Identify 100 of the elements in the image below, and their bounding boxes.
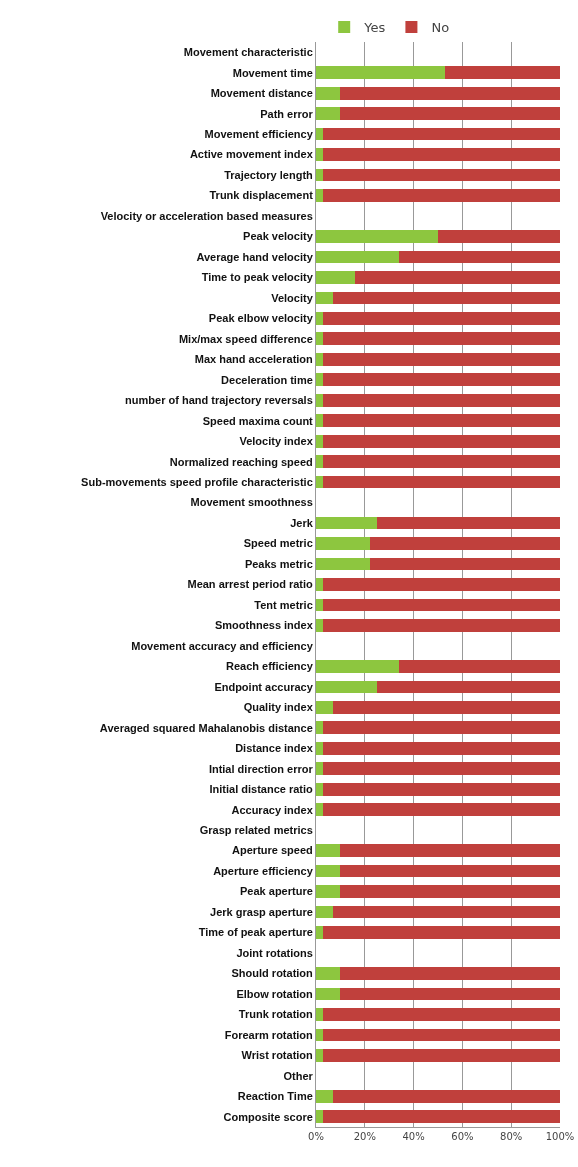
- legend-label: No: [431, 20, 450, 36]
- bar: [316, 393, 324, 407]
- bar: [316, 189, 324, 202]
- bar: [323, 352, 560, 366]
- bar: [316, 967, 341, 980]
- bar: [316, 1089, 334, 1103]
- y-tick-label: Grasp related metrics: [199, 824, 313, 837]
- y-tick-label: Time to peak velocity: [201, 271, 314, 284]
- bar: [323, 598, 560, 612]
- y-tick-label: Time of peak aperture: [198, 926, 313, 939]
- bar: [316, 127, 324, 141]
- y-tick-label: Speed maxima count: [202, 414, 314, 427]
- bar: [377, 680, 560, 694]
- y-tick-label: Trunk rotation: [238, 1008, 314, 1021]
- bar: [316, 148, 324, 161]
- bar: [323, 168, 560, 182]
- y-tick-label: Distance index: [235, 742, 314, 755]
- bar: [316, 762, 324, 776]
- y-tick-label: Movement distance: [210, 87, 313, 100]
- bar: [316, 250, 399, 264]
- bar: [316, 475, 324, 489]
- bar: [316, 987, 341, 1001]
- y-tick-label: Composite score: [223, 1110, 313, 1123]
- bar: [323, 1008, 560, 1021]
- y-tick-label: Quality index: [243, 701, 314, 714]
- y-tick-label: Average hand velocity: [196, 250, 314, 263]
- bar: [316, 660, 399, 673]
- y-tick-label: Deceleration time: [221, 373, 313, 386]
- y-tick-label: Velocity index: [239, 435, 314, 448]
- bar: [323, 414, 560, 428]
- bar: [316, 516, 377, 530]
- y-tick-label: Endpoint accuracy: [214, 680, 314, 693]
- x-tick-label: 0%: [308, 1131, 324, 1142]
- bar: [323, 926, 560, 939]
- bar: [333, 1089, 560, 1103]
- y-tick-label: Movement time: [232, 66, 313, 79]
- x-tick-label: 60%: [451, 1131, 474, 1142]
- bar: [316, 803, 324, 817]
- bar: [323, 1028, 560, 1042]
- bar: [323, 1049, 560, 1062]
- x-tick-label: 40%: [402, 1131, 425, 1142]
- bar: [333, 700, 560, 714]
- bar: [316, 434, 324, 448]
- y-tick-label: Peaks metric: [244, 557, 313, 570]
- y-tick-label: Max hand acceleration: [194, 353, 314, 366]
- y-tick-label: Smoothness index: [215, 619, 314, 632]
- y-tick-label: Peak velocity: [243, 230, 314, 243]
- bar: [316, 352, 324, 366]
- bar: [316, 700, 334, 714]
- bar: [316, 373, 324, 387]
- y-tick-label: Intial direction error: [208, 762, 314, 775]
- y-tick-label: Initial distance ratio: [209, 783, 314, 796]
- bar: [369, 557, 560, 571]
- bar: [316, 905, 334, 919]
- legend-label: Yes: [363, 20, 386, 36]
- bar: [316, 782, 324, 796]
- bar: [323, 619, 560, 632]
- y-tick-label: Tent metric: [254, 598, 313, 611]
- x-tick-label: 20%: [353, 1131, 376, 1142]
- bar: [340, 107, 560, 120]
- bar: [316, 1028, 324, 1042]
- bar: [323, 741, 560, 755]
- bar: [316, 864, 341, 878]
- bar: [316, 414, 324, 428]
- y-tick-label: Movement accuracy and efficiency: [131, 639, 314, 652]
- y-tick-label: Mix/max speed difference: [178, 332, 313, 345]
- y-tick-label: number of hand trajectory reversals: [125, 394, 313, 407]
- bar: [316, 1110, 324, 1124]
- bar: [323, 312, 560, 325]
- bar: [323, 373, 560, 387]
- bar: [340, 844, 560, 857]
- y-tick-label: Movement smoothness: [190, 496, 313, 509]
- y-tick-label: Velocity: [271, 291, 314, 304]
- bar: [377, 516, 560, 530]
- bar: [316, 741, 324, 755]
- bar: [355, 271, 560, 284]
- y-tick-label: Movement characteristic: [183, 46, 313, 59]
- bar: [323, 393, 560, 407]
- y-tick-label: Active movement index: [189, 148, 314, 161]
- bar: [316, 332, 324, 346]
- y-tick-label: Trunk displacement: [209, 189, 314, 202]
- bar: [369, 537, 560, 550]
- bar: [316, 291, 334, 305]
- bar: [316, 619, 324, 632]
- bar: [340, 86, 560, 100]
- y-tick-label: Sub-movements speed profile characteristic: [81, 475, 313, 488]
- y-tick-label: Jerk: [290, 516, 314, 529]
- x-tick-label: 100%: [545, 1131, 575, 1142]
- y-tick-label: Velocity or acceleration based measures: [100, 209, 313, 222]
- y-tick-label: Jerk grasp aperture: [210, 905, 313, 918]
- bar: [333, 291, 560, 305]
- bar: [316, 1008, 324, 1021]
- y-tick-label: Normalized reaching speed: [169, 455, 313, 468]
- y-tick-label: Movement efficiency: [204, 127, 314, 140]
- y-tick-label: Mean arrest period ratio: [187, 578, 314, 591]
- bar: [323, 475, 560, 489]
- bar: [316, 537, 370, 550]
- y-tick-label: Accuracy index: [231, 803, 314, 816]
- y-tick-label: Aperture speed: [232, 844, 313, 857]
- bar: [323, 803, 560, 817]
